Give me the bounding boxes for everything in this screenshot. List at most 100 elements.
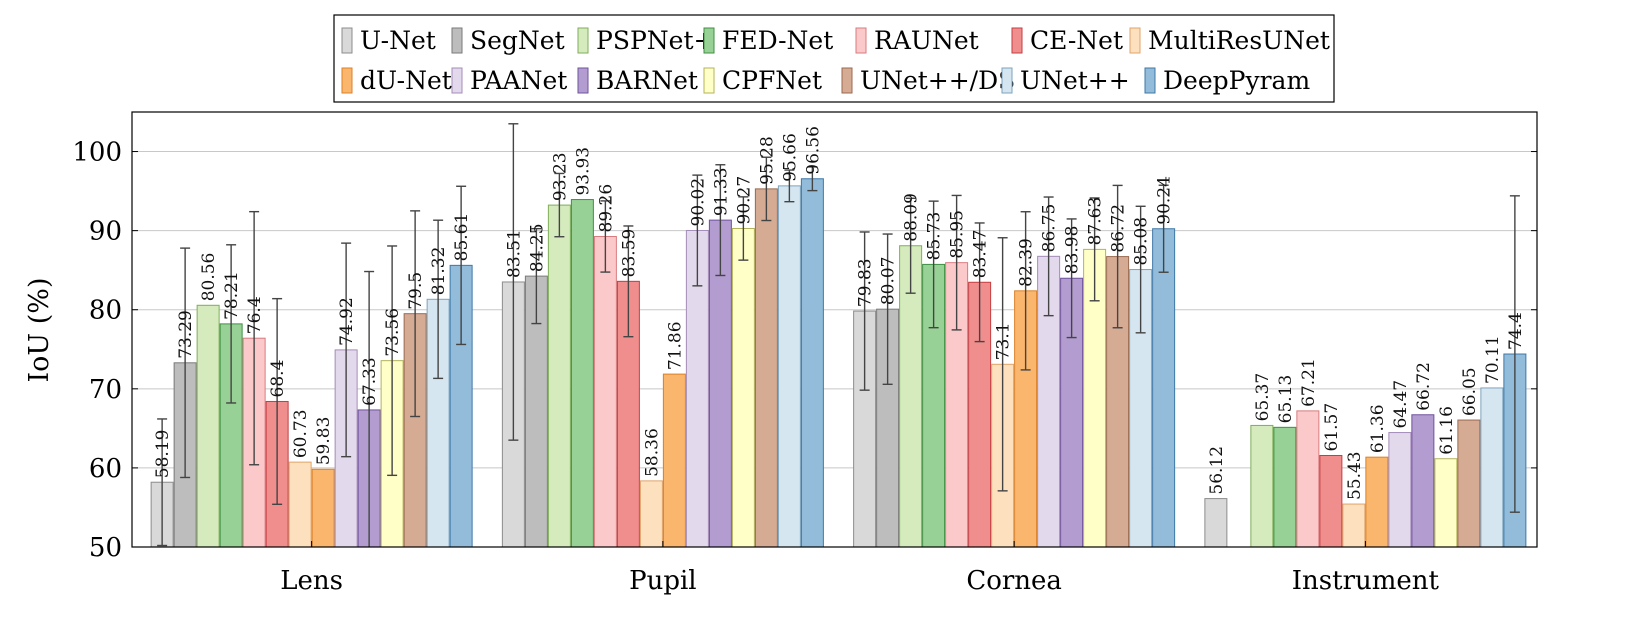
- bar-group: 90.02: [685, 174, 709, 548]
- bar: [1411, 414, 1435, 548]
- data-label: 84.25: [527, 223, 547, 272]
- legend-label: UNet++/DS: [860, 66, 1015, 95]
- bar-group: 73.56: [380, 245, 404, 548]
- legend-swatch: [341, 67, 353, 94]
- bar: [1457, 419, 1481, 548]
- bar-group: 83.47: [968, 222, 992, 548]
- bar: [547, 204, 571, 548]
- legend-item: BARNet: [577, 66, 698, 95]
- data-label: 93.23: [550, 152, 570, 201]
- data-label: 64.47: [1391, 380, 1411, 429]
- bar-group: 67.21: [1296, 358, 1320, 548]
- bar-group: 95.66: [777, 133, 801, 548]
- data-label: 73.56: [383, 308, 403, 357]
- data-label: 95.66: [780, 133, 800, 182]
- legend-swatch: [1001, 67, 1013, 94]
- data-label: 90.24: [1155, 176, 1175, 225]
- bar-group: 86.72: [1106, 184, 1130, 548]
- data-label: 56.12: [1207, 446, 1227, 495]
- data-label: 90.02: [688, 178, 708, 227]
- bar-group: 61.16: [1434, 406, 1458, 548]
- bar: [639, 480, 663, 548]
- legend-item: RAUNet: [855, 26, 979, 55]
- legend-item: UNet++: [1001, 66, 1130, 95]
- data-label: 80.07: [879, 257, 899, 306]
- data-label: 86.75: [1040, 204, 1060, 253]
- data-label: 59.83: [314, 417, 334, 466]
- bar: [593, 235, 617, 548]
- legend-label: RAUNet: [874, 26, 979, 55]
- data-label: 79.5: [406, 272, 426, 310]
- bar-group: 56.12: [1204, 446, 1228, 548]
- bar-group: 74.4: [1503, 195, 1527, 548]
- y-tick-label: 90: [89, 217, 122, 247]
- legend-swatch: [1129, 27, 1141, 54]
- bar-group: 79.5: [403, 210, 427, 548]
- bar-group: 93.23: [547, 152, 571, 548]
- legend-item: FED-Net: [703, 26, 833, 55]
- bar-group: 58.19: [150, 418, 174, 548]
- bar: [1152, 228, 1176, 548]
- bar: [1434, 458, 1458, 548]
- bar: [1480, 387, 1504, 548]
- legend-label: CE-Net: [1030, 26, 1123, 55]
- bar-group: 90.27: [731, 176, 755, 548]
- data-label: 88.09: [902, 193, 922, 242]
- x-category-label: Pupil: [629, 566, 697, 596]
- legend-item: PAANet: [451, 66, 567, 95]
- bar-group: 96.56: [800, 126, 824, 548]
- bar-group: 91.33: [708, 164, 732, 548]
- data-label: 80.56: [199, 253, 219, 302]
- bar-group: 89.26: [593, 184, 617, 548]
- bar-group: 85.95: [945, 194, 969, 548]
- bar-group: 84.25: [524, 223, 548, 548]
- data-label: 85.73: [925, 212, 945, 261]
- legend-swatch: [1011, 27, 1023, 54]
- x-category-label: Lens: [280, 566, 343, 596]
- bar: [570, 199, 594, 548]
- legend-item: SegNet: [451, 26, 565, 55]
- data-label: 73.29: [176, 310, 196, 359]
- plot-frame: [131, 111, 1538, 548]
- bar-group: 80.56: [196, 253, 220, 548]
- legend-swatch: [1144, 67, 1156, 94]
- bar: [1365, 456, 1389, 548]
- legend-label: PSPNet+: [596, 26, 714, 55]
- bar-group: 83.98: [1060, 218, 1084, 548]
- legend-label: BARNet: [596, 66, 698, 95]
- data-label: 66.05: [1460, 367, 1480, 416]
- legend-item: PSPNet+: [577, 26, 714, 55]
- y-tick-label: 50: [89, 533, 122, 563]
- data-label: 85.08: [1132, 217, 1152, 266]
- data-label: 61.16: [1437, 406, 1457, 455]
- data-label: 87.63: [1086, 197, 1106, 246]
- data-label: 66.72: [1414, 362, 1434, 411]
- bar-group: 73.29: [173, 247, 197, 548]
- bar: [311, 468, 335, 548]
- bar: [731, 228, 755, 548]
- bar: [754, 188, 778, 548]
- legend-label: FED-Net: [722, 26, 833, 55]
- legend-swatch: [855, 27, 867, 54]
- bar: [1273, 426, 1297, 548]
- legend: U-Net SegNet PSPNet+ FED-Net RAUNet CE-Net Mul…: [333, 14, 1335, 103]
- bar-group: 71.86: [662, 321, 686, 548]
- data-label: 90.27: [734, 176, 754, 225]
- data-label: 96.56: [803, 126, 823, 175]
- data-label: 74.4: [1506, 312, 1526, 350]
- bar-group: 83.59: [616, 225, 640, 548]
- data-label: 76.4: [245, 296, 265, 334]
- legend-label: SegNet: [470, 26, 565, 55]
- bar-group: 80.07: [876, 233, 900, 548]
- data-label: 78.21: [222, 271, 242, 320]
- bar-group: 59.83: [311, 417, 335, 548]
- y-tick-label: 80: [89, 296, 122, 326]
- y-axis-title: IoU (%): [24, 278, 55, 383]
- legend-box: [333, 14, 1335, 103]
- bar-group: 85.61: [449, 185, 473, 548]
- bar-group: 78.21: [219, 244, 243, 548]
- legend-item: UNet++/DS: [841, 66, 1015, 95]
- data-label: 71.86: [665, 321, 685, 370]
- bar-group: 67.33: [357, 270, 381, 548]
- bar-group: 64.47: [1388, 380, 1412, 548]
